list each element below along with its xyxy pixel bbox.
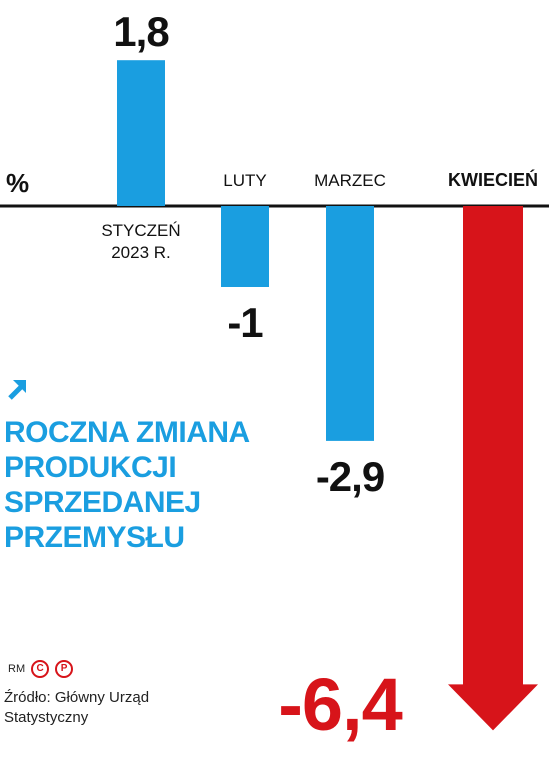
- copyright-icon: C: [31, 660, 50, 678]
- bar-styczen: [117, 60, 165, 207]
- chart-title: ROCZNA ZMIANA PRODUKCJI SPRZEDANEJ PRZEM…: [4, 415, 250, 555]
- category-label: 2023 R.: [111, 243, 171, 262]
- unit-label: %: [6, 168, 29, 198]
- author-initials: RM: [8, 663, 26, 675]
- category-label: MARZEC: [314, 171, 386, 190]
- title-line: ROCZNA ZMIANA: [4, 416, 250, 449]
- arrow-up-right-icon: [8, 380, 26, 400]
- value-label: -6,4: [278, 663, 402, 746]
- category-label: LUTY: [223, 171, 266, 190]
- title-line: PRZEMYSŁU: [4, 521, 185, 554]
- bar-kwiecien-arrow: [448, 206, 538, 731]
- author-credit: RM C P: [8, 660, 74, 678]
- publisher-mark-icon: P: [55, 660, 74, 678]
- category-label: KWIECIEŃ: [448, 169, 538, 190]
- category-label: STYCZEŃ: [101, 221, 180, 240]
- value-label: -1: [227, 299, 263, 346]
- source-note: Źródło: Główny Urząd Statystyczny: [4, 689, 150, 726]
- title-line: SPRZEDANEJ: [4, 486, 201, 519]
- value-label: -2,9: [316, 453, 384, 500]
- title-line: PRODUKCJI: [4, 451, 177, 484]
- bar-luty: [221, 206, 269, 287]
- value-label: 1,8: [113, 8, 169, 55]
- bar-marzec: [326, 206, 374, 441]
